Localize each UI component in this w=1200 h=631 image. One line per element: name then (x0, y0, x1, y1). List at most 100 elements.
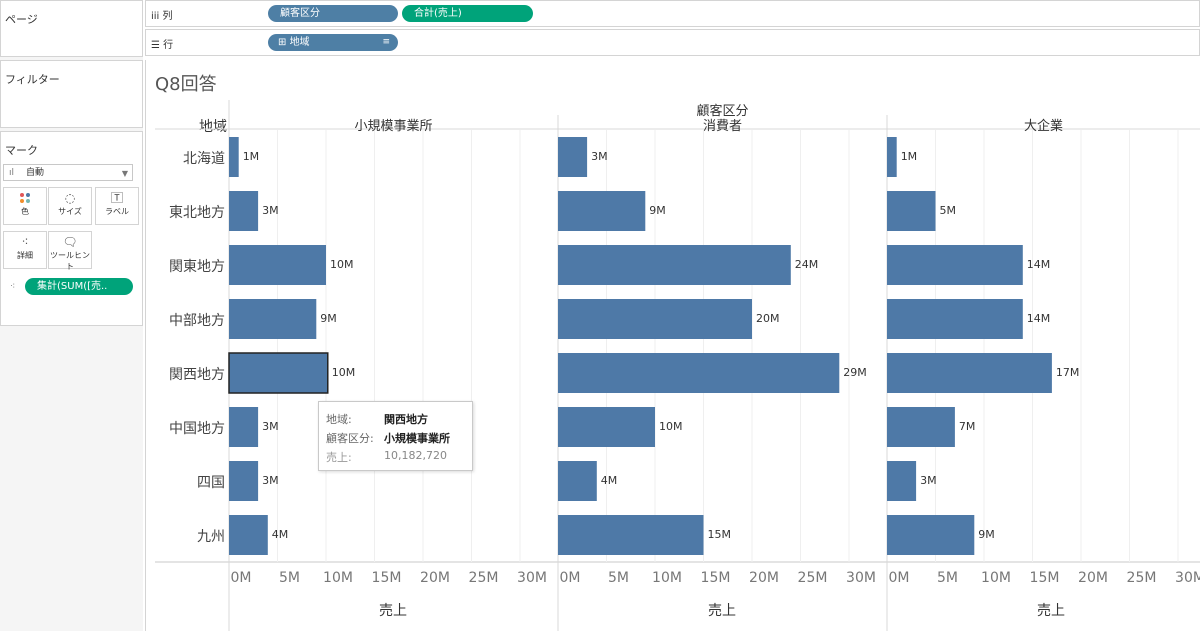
detail-button[interactable]: ⁖ 詳細 (3, 231, 47, 269)
pages-panel[interactable]: ページ (0, 0, 143, 57)
x-tick-label: 10M (652, 570, 682, 586)
bar (558, 515, 704, 555)
bar (887, 407, 955, 447)
mark-field-pill[interactable]: 集計(SUM([売.. (25, 278, 133, 295)
x-tick-label: 5M (937, 570, 958, 586)
bar-value-label: 29M (843, 366, 867, 379)
x-tick-label: 20M (420, 570, 450, 586)
row-header-title: 地域 (199, 119, 227, 135)
bar-value-label: 4M (271, 528, 289, 541)
row-label: 北海道 (183, 151, 225, 167)
x-tick-label: 30M (1175, 570, 1200, 586)
size-button[interactable]: ◌ サイズ (48, 187, 92, 225)
bar-value-label: 10M (330, 258, 354, 271)
panel-header: 小規模事業所 (354, 119, 433, 134)
bar-value-label: 9M (978, 528, 995, 541)
bar-value-label: 3M (920, 474, 937, 487)
row-label: 関西地方 (169, 367, 225, 383)
x-tick-label: 0M (230, 570, 252, 586)
bar (558, 407, 655, 447)
columns-shelf-label: iii 列 (151, 7, 173, 22)
row-pill-label: 地域 (289, 37, 310, 48)
sort-icon: ≡ (382, 37, 390, 47)
pages-title: ページ (5, 13, 38, 26)
size-icon: ◌ (64, 191, 76, 205)
bar-value-label: 3M (591, 150, 608, 163)
x-tick-label: 15M (371, 570, 402, 586)
bar-value-label: 17M (1055, 366, 1080, 379)
bar (558, 191, 646, 231)
tooltip-value-region: 関西地方 (384, 413, 428, 426)
bar (887, 353, 1052, 393)
bar (887, 245, 1023, 285)
tooltip-value-segment: 小規模事業所 (384, 432, 450, 445)
detail-icon: ⁖ (21, 235, 29, 249)
x-tick-label: 15M (1029, 570, 1060, 586)
filters-title: フィルター (5, 73, 60, 86)
bar (558, 137, 588, 177)
rows-text: 行 (163, 40, 174, 51)
tooltip-key-segment: 顧客区分: (326, 432, 374, 445)
x-tick-label: 30M (846, 570, 876, 586)
marks-title: マーク (5, 144, 38, 157)
tooltip-value-sales: 10,182,720 (384, 449, 447, 462)
bar-value-label: 3M (262, 474, 279, 487)
mark-type-dropdown[interactable]: ıl 自動 ▼ (3, 164, 133, 181)
dimension-icon: ⊞ (278, 37, 290, 48)
bar-value-label: 24M (794, 258, 819, 271)
panel-header: 消費者 (702, 119, 742, 134)
left-pane: ページ フィルター マーク ıl 自動 ▼ 色 ◌ サイズ 🅃 ラベル ⁖ 詳細… (0, 0, 143, 631)
mark-type-label: 自動 (26, 168, 45, 178)
x-tick-label: 10M (981, 570, 1011, 586)
tooltip-key-region: 地域: (326, 413, 352, 426)
bar (558, 245, 791, 285)
x-tick-label: 10M (323, 570, 353, 586)
bar (558, 353, 840, 393)
label-button[interactable]: 🅃 ラベル (95, 187, 139, 225)
row-label: 関東地方 (169, 259, 225, 275)
bar-value-label: 10M (331, 366, 356, 379)
x-axis-title: 売上 (379, 603, 407, 619)
row-label: 九州 (197, 529, 225, 545)
x-tick-label: 15M (700, 570, 731, 586)
bar-value-label: 15M (707, 528, 732, 541)
tooltip-key-sales: 売上: (326, 451, 352, 464)
text-icon: 🅃 (110, 191, 123, 205)
bar-chart-icon: ıl (9, 168, 15, 178)
filters-panel[interactable]: フィルター (0, 60, 143, 128)
row-pill-region[interactable]: ⊞ 地域 ≡ (268, 34, 398, 51)
bar-value-label: 9M (320, 312, 337, 325)
size-label: サイズ (58, 207, 82, 216)
bar-value-label: 20M (756, 312, 780, 325)
bar (887, 191, 936, 231)
rows-icon: ☰ (151, 40, 164, 51)
bar-value-label: 5M (939, 204, 957, 217)
tooltip-button[interactable]: 🗨 ツールヒント (48, 231, 92, 271)
color-button[interactable]: 色 (3, 187, 47, 225)
bar-value-label: 10M (659, 420, 683, 433)
bar (229, 245, 326, 285)
column-header-title: 顧客区分 (696, 104, 749, 119)
x-tick-label: 20M (1078, 570, 1108, 586)
bar (887, 515, 975, 555)
row-label: 中国地方 (169, 421, 225, 437)
bar (887, 299, 1023, 339)
column-pill-sales[interactable]: 合計(売上) (402, 5, 533, 22)
columns-shelf[interactable]: iii 列 (145, 0, 1200, 27)
bar-value-label: 7M (958, 420, 976, 433)
row-label: 中部地方 (169, 313, 225, 329)
x-tick-label: 25M (797, 570, 828, 586)
x-tick-label: 5M (608, 570, 629, 586)
rows-shelf-label: ☰ 行 (151, 36, 173, 51)
bar (558, 299, 752, 339)
bar (887, 461, 917, 501)
bar-value-label: 3M (262, 204, 279, 217)
bar (229, 299, 317, 339)
x-axis-title: 売上 (708, 603, 736, 619)
column-pill-segment[interactable]: 顧客区分 (268, 5, 398, 22)
x-axis-title: 売上 (1037, 603, 1065, 619)
bar-value-label: 14M (1026, 312, 1051, 325)
x-tick-label: 25M (1126, 570, 1157, 586)
bar-value-label: 3M (262, 420, 279, 433)
